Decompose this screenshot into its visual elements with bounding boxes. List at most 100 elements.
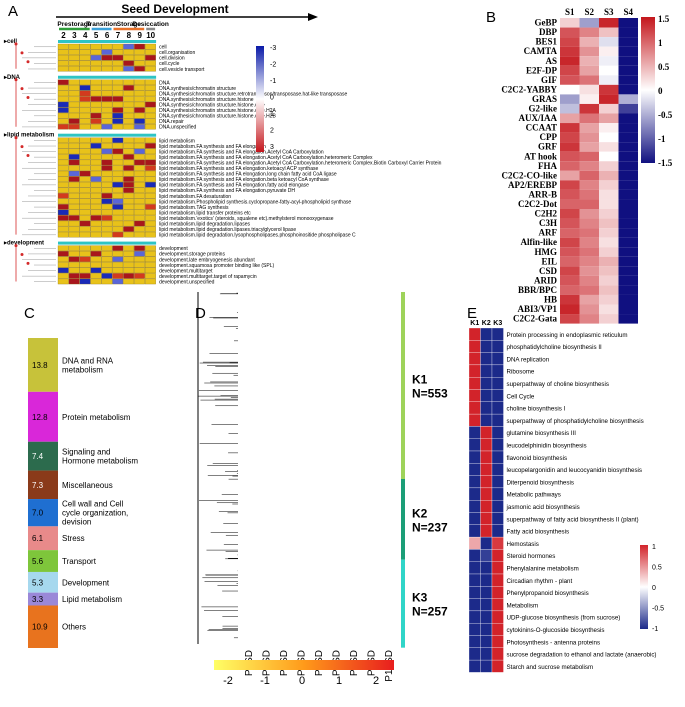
panel-d-dendrogram [197, 292, 238, 644]
a-cell [90, 101, 102, 108]
b-cell [599, 46, 619, 57]
e-cell [480, 377, 493, 390]
a-cell [123, 101, 135, 108]
a-legend-tick: -2 [270, 62, 276, 69]
b-row-label: EIL [541, 256, 557, 266]
a-cell [145, 181, 156, 188]
a-cell [112, 170, 124, 177]
b-cell [618, 218, 638, 229]
c-segment-name: Signaling and [62, 448, 110, 457]
b-cell [599, 285, 619, 295]
e-row-label: Phenylalanine metabolism [507, 566, 579, 573]
a-cell [112, 54, 124, 61]
a-cell [123, 273, 135, 279]
e-row-label: jasmonic acid biosynthesis [506, 504, 580, 511]
e-cell [491, 327, 504, 341]
a-cell [57, 124, 69, 130]
a-cell [57, 278, 69, 285]
a-cell [101, 278, 113, 285]
a-cell [134, 154, 145, 160]
a-row-label: development.multitarget.target of rapamy… [159, 274, 257, 280]
a-cell [101, 262, 113, 268]
b-cell [579, 199, 599, 209]
a-cell [101, 170, 113, 177]
e-row-label: Metabolism [507, 602, 539, 609]
b-row-label: GeBP [535, 18, 558, 28]
b-cell [560, 27, 580, 38]
a-cell [145, 273, 156, 279]
a-cell [68, 220, 80, 227]
b-cell [618, 94, 638, 104]
b-cell [579, 189, 599, 200]
a-cell [112, 245, 124, 251]
a-cell [134, 124, 145, 130]
e-row-label: Phenylpropanoid biosynthesis [507, 590, 589, 597]
e-row-label: flavonoid biosynthesis [507, 455, 568, 462]
a-row-label: lipid metabolism.lipid degradation.lipas… [159, 222, 250, 228]
b-cell [579, 180, 599, 190]
a-cell [90, 112, 102, 119]
a-cell [134, 60, 145, 66]
b-cell [560, 256, 580, 267]
a-cell [90, 204, 102, 210]
a-cell [112, 165, 124, 171]
a-cell [90, 85, 102, 91]
b-cell [560, 75, 580, 85]
a-cell [90, 170, 102, 177]
b-cell [599, 228, 619, 238]
a-cell [68, 165, 80, 171]
b-cell [579, 294, 599, 305]
a-cell [79, 101, 91, 108]
b-cell [560, 94, 580, 104]
e-cell [480, 389, 493, 402]
seed-development-title: Seed Development [121, 2, 228, 16]
a-cell [112, 262, 124, 268]
b-cell [599, 189, 619, 200]
c-segment [28, 391, 58, 442]
a-cell [101, 231, 113, 238]
a-cell [68, 250, 80, 257]
a-row-label: cell.division [159, 56, 185, 62]
a-cell [79, 204, 91, 210]
a-cell [134, 112, 145, 119]
e-cell [491, 438, 504, 452]
c-segment-name: metabolism [62, 365, 103, 374]
b-cell [579, 132, 599, 143]
a-tree-node [20, 87, 24, 91]
a-cell [57, 250, 69, 257]
a-cell [145, 226, 156, 232]
e-cell [491, 377, 504, 390]
a-cell [123, 124, 135, 130]
a-cell [68, 193, 80, 199]
a-cell [57, 204, 69, 210]
a-cell [123, 159, 135, 166]
d-cluster-count: N=237 [412, 520, 448, 534]
a-cell [57, 49, 69, 55]
a-cell [101, 176, 113, 182]
a-row-label: cell.cycle [159, 61, 180, 67]
d-cluster-bar [401, 559, 405, 648]
a-cell [57, 112, 69, 119]
a-cell [101, 143, 113, 149]
e-cell [480, 610, 493, 624]
a-cell [79, 143, 91, 149]
a-cell [123, 154, 135, 160]
e-cell [491, 500, 504, 513]
b-cell [560, 237, 580, 248]
a-cell [134, 96, 145, 102]
a-cell [145, 148, 156, 155]
c-segment [28, 605, 58, 648]
b-column-label: S1 [565, 7, 575, 17]
panel-e-legend: 1 0.5 0 -0.5 -1 [640, 544, 664, 633]
b-cell [618, 113, 638, 124]
a-cell [57, 159, 69, 166]
a-cell [112, 112, 124, 119]
a-cell [79, 209, 91, 216]
b-cell [599, 27, 619, 38]
a-cell [57, 198, 69, 205]
a-row-label: cell.organisation [159, 50, 195, 56]
e-row-label: leucopelargonidin and leucocyanidin bios… [507, 467, 643, 474]
b-cell [579, 237, 599, 248]
a-cell [112, 85, 124, 91]
e-row-label: Circadian rhythm - plant [507, 578, 573, 585]
